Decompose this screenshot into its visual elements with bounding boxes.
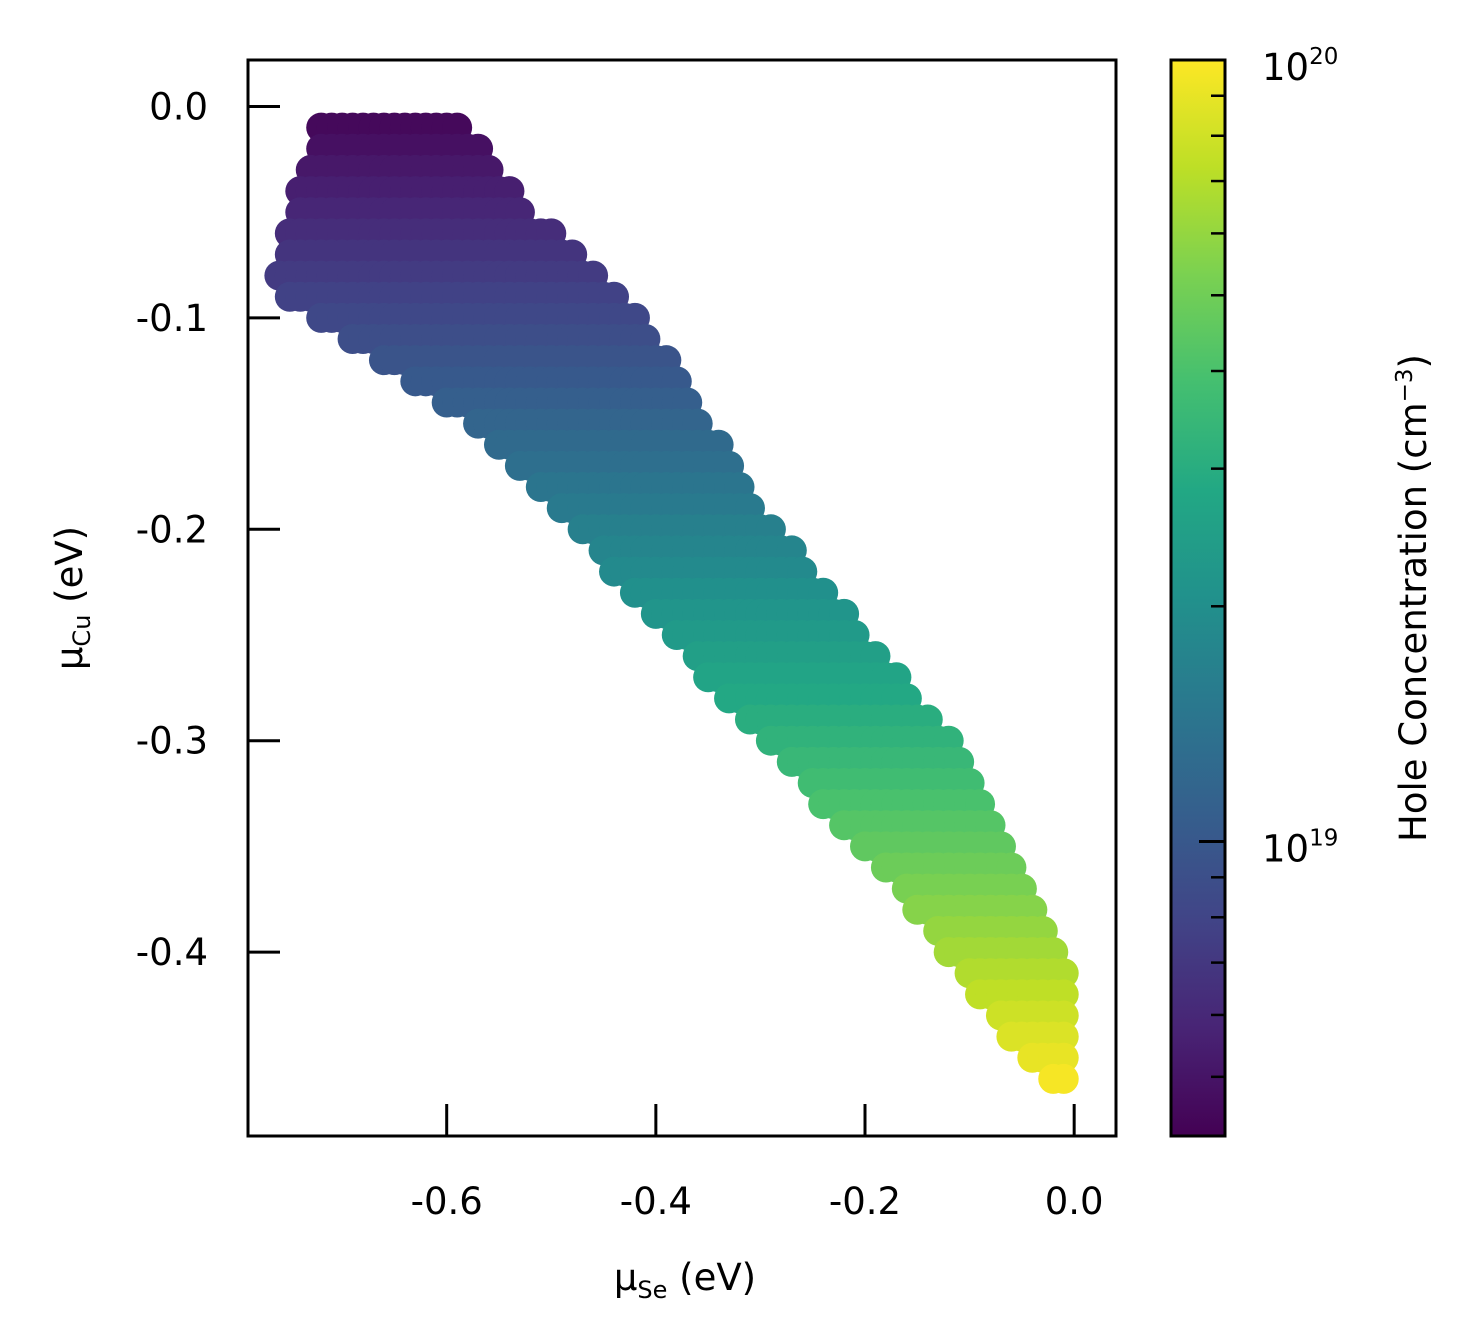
y-tick-label: -0.1: [136, 297, 208, 340]
y-tick-label: -0.2: [136, 508, 208, 551]
y-tick-label: 0.0: [149, 86, 208, 129]
y-tick-label: -0.3: [136, 720, 208, 763]
colorbar-ticks: 1019 1020: [1199, 44, 1338, 1079]
plot-frame: [246, 58, 1118, 1138]
colorbar-tick-label: 1019: [1262, 826, 1338, 871]
colorbar-label: Hole Concentration (cm−3): [1392, 354, 1435, 842]
x-axis-label: μSe (eV): [614, 1256, 756, 1304]
y-axis-label: μCu (eV): [48, 526, 96, 670]
scatter-points: [264, 112, 1079, 1094]
x-axis: -0.6 -0.4 -0.2 0.0: [411, 1104, 1104, 1223]
x-tick-label: -0.4: [620, 1180, 692, 1223]
x-tick-label: 0.0: [1045, 1180, 1104, 1223]
colorbar-tick-label: 1020: [1262, 44, 1338, 89]
colorbar-gradient: [1169, 58, 1227, 1138]
scatter-point: [1048, 1063, 1079, 1094]
y-tick-label: -0.4: [136, 931, 208, 974]
x-tick-label: -0.2: [829, 1180, 901, 1223]
y-axis: 0.0 -0.1 -0.2 -0.3 -0.4: [136, 86, 280, 974]
x-tick-label: -0.6: [411, 1180, 483, 1223]
colorbar: 1019 1020 Hole Concentration (cm−3): [1169, 44, 1435, 1138]
